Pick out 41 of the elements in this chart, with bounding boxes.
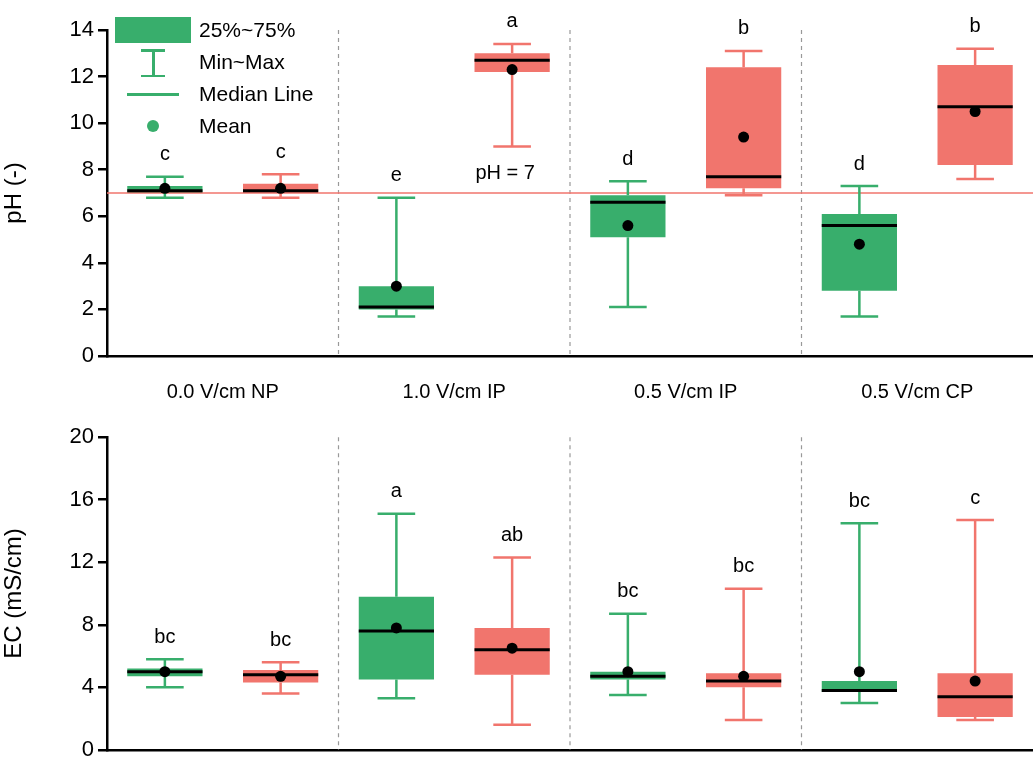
x-tick-label: 0.5 V/cm IP [634,379,738,402]
y-tick-label: 4 [81,673,94,699]
annotation: Mean [199,114,252,138]
annotation: bc [154,624,176,647]
ref-line-label: pH = 7 [475,160,535,183]
annotation: d [622,146,634,169]
x-tick-label: 1.0 V/cm IP [402,379,506,402]
y-tick-label: 8 [81,610,94,636]
annotation: c [159,142,170,165]
annotation: 25%~75% [199,18,296,42]
annotation: e [390,163,402,186]
y-tick-label: 20 [69,423,94,449]
annotation: bc [270,627,292,650]
annotation: a [390,479,403,502]
annotation: bc [617,579,639,602]
annotation: bc [733,554,755,577]
annotation: b [969,14,981,37]
annotation: b [738,16,750,39]
y-tick-label: 8 [81,155,94,181]
y-tick-label: 16 [69,485,94,511]
y-tick-label: 10 [69,109,94,135]
annotation: Min~Max [199,50,285,74]
y-tick-label: 2 [81,295,94,321]
annotation: c [970,485,981,508]
y-tick-label: 0 [81,342,94,368]
y-tick-label: 4 [81,248,94,274]
x-tick-label: 0.5 V/cm CP [861,379,974,402]
annotation: c [275,139,286,162]
y-axis-title: pH (-) [0,162,27,224]
y-tick-label: 6 [81,202,94,228]
y-axis-title: EC (mS/cm) [0,528,27,659]
y-tick-label: 12 [69,548,94,574]
annotation: bc [848,488,870,511]
annotation: a [506,9,519,32]
annotation: Median Line [199,82,314,106]
y-tick-label: 12 [69,62,94,88]
annotation: ab [501,523,524,546]
y-tick-label: 14 [69,16,94,42]
annotation: d [853,151,865,174]
x-tick-label: 0.0 V/cm NP [166,379,279,402]
y-tick-label: 0 [81,735,94,761]
